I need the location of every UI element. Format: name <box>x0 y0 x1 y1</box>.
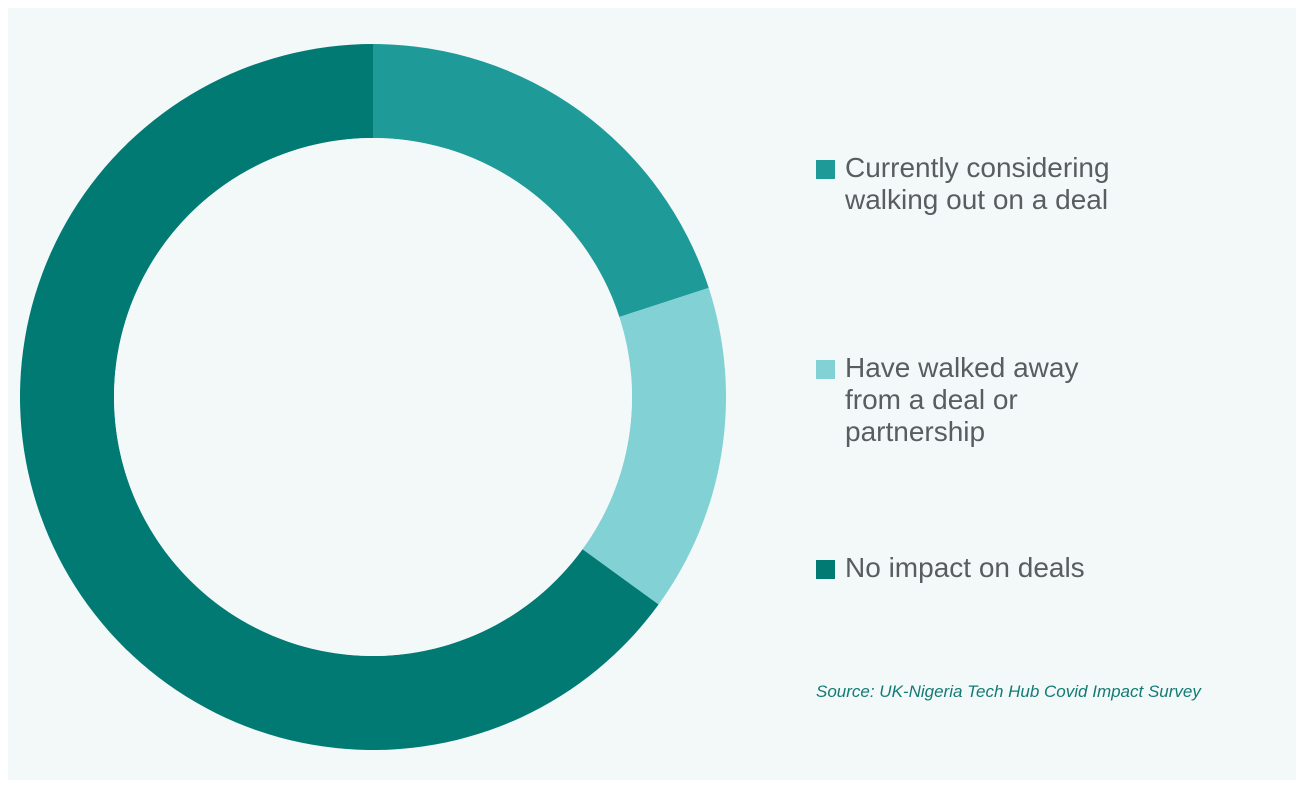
chart-legend: Currently considering walking out on a d… <box>816 8 1276 780</box>
source-note: Source: UK-Nigeria Tech Hub Covid Impact… <box>816 682 1201 701</box>
legend-label: Have walked away from a deal or partners… <box>845 352 1079 447</box>
legend-swatch <box>816 360 835 379</box>
legend-swatch <box>816 160 835 179</box>
legend-item-walked-away: Have walked away from a deal or partners… <box>816 352 1115 448</box>
legend-label: Currently considering walking out on a d… <box>845 152 1110 215</box>
donut-slice-0 <box>373 44 709 317</box>
legend-label: No impact on deals <box>845 552 1085 583</box>
legend-item-no-impact: No impact on deals <box>816 552 1115 584</box>
legend-swatch <box>816 560 835 579</box>
donut-hole <box>114 138 632 656</box>
legend-item-considering-walking-out: Currently considering walking out on a d… <box>816 152 1115 216</box>
donut-slice-2 <box>20 44 659 750</box>
donut-slice-1 <box>582 287 726 605</box>
chart-panel: Currently considering walking out on a d… <box>8 8 1296 780</box>
donut-chart <box>20 44 726 750</box>
